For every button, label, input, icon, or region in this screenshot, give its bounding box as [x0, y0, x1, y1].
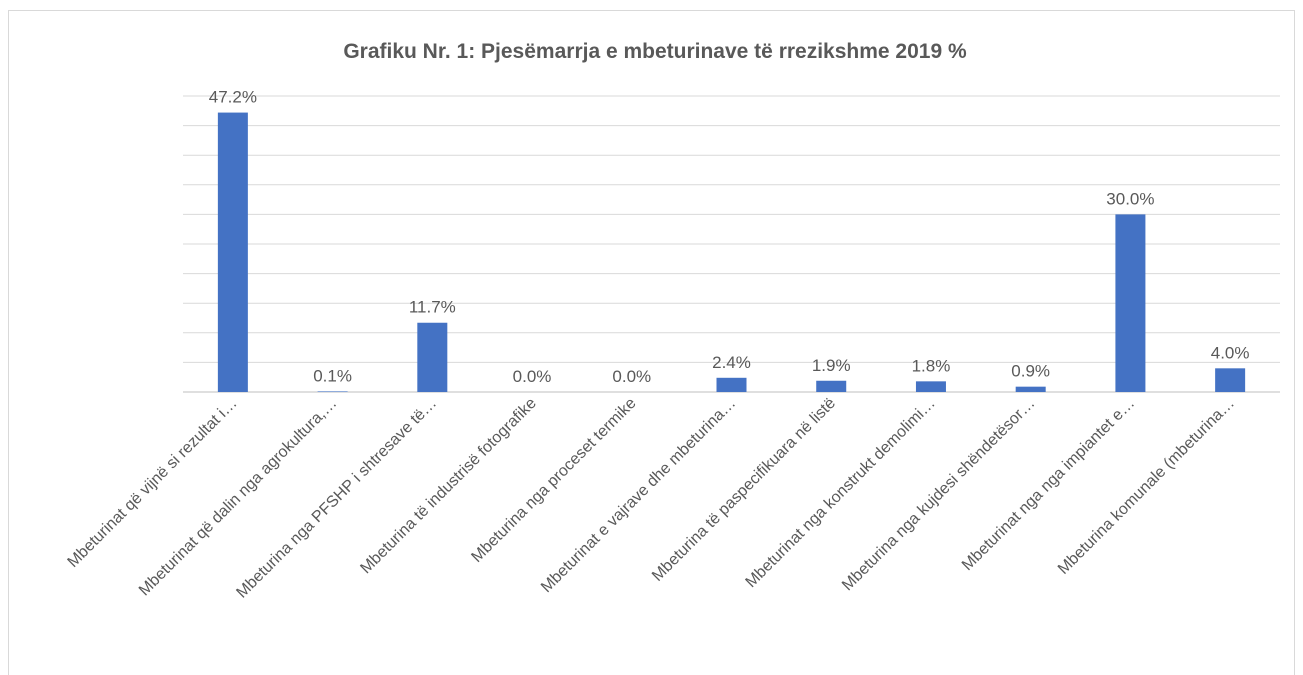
bar — [1215, 368, 1246, 392]
data-label: 1.8% — [912, 356, 951, 375]
bar — [1115, 214, 1146, 392]
data-label: 11.7% — [409, 298, 456, 317]
data-label: 0.9% — [1011, 362, 1050, 381]
bar — [716, 377, 747, 392]
data-label: 0.1% — [313, 366, 352, 385]
chart-title: Grafiku Nr. 1: Pjesëmarrja e mbeturinave… — [343, 40, 967, 63]
data-label: 47.2% — [209, 88, 257, 107]
bar — [217, 112, 248, 393]
data-label: 0.0% — [612, 367, 651, 386]
bar — [1015, 386, 1046, 392]
data-label: 2.4% — [712, 353, 751, 372]
data-label: 4.0% — [1211, 343, 1250, 362]
bar — [417, 322, 448, 392]
bar — [915, 381, 946, 392]
data-label: 30.0% — [1106, 189, 1154, 208]
bar — [816, 380, 847, 392]
data-label: 0.0% — [513, 367, 552, 386]
bar — [317, 391, 348, 392]
data-label: 1.9% — [812, 356, 851, 375]
